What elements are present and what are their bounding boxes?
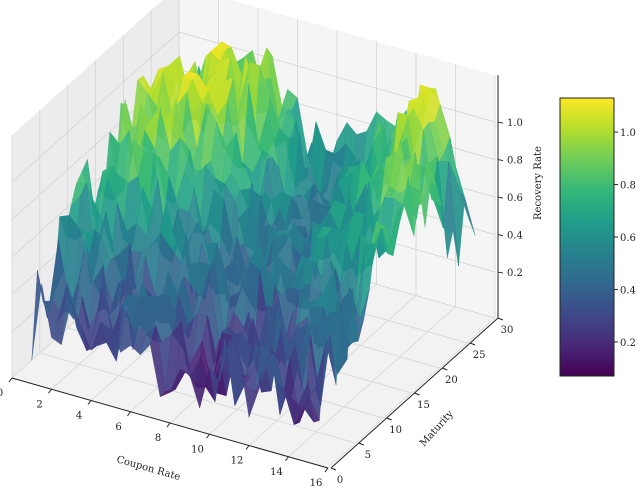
x-tick bbox=[206, 433, 210, 439]
z-tick bbox=[497, 121, 504, 124]
z-tick-label: 0.4 bbox=[507, 231, 523, 242]
x-tick-label: 8 bbox=[155, 433, 161, 444]
z-tick-label: 0.2 bbox=[507, 268, 523, 279]
y-tick bbox=[497, 317, 504, 321]
x-tick bbox=[285, 456, 289, 462]
z-axis-label: Recovery Rate bbox=[533, 146, 544, 220]
y-tick bbox=[386, 417, 392, 421]
x-tick bbox=[48, 388, 52, 394]
y-tick bbox=[358, 442, 365, 446]
y-tick bbox=[469, 342, 476, 346]
x-tick-label: 4 bbox=[76, 411, 82, 422]
x-axis-label: Coupon Rate bbox=[115, 454, 181, 483]
y-tick-label: 5 bbox=[365, 450, 371, 461]
surface-patch bbox=[298, 381, 314, 423]
y-tick-label: 15 bbox=[417, 400, 430, 411]
x-tick-label: 6 bbox=[115, 422, 121, 433]
gridline-z bbox=[11, 31, 496, 183]
colorbar-tick-label: 0.2 bbox=[620, 338, 636, 349]
z-tick bbox=[497, 234, 504, 237]
y-tick-label: 25 bbox=[473, 350, 486, 361]
x-tick-label: 16 bbox=[310, 478, 323, 489]
x-tick-label: 12 bbox=[231, 456, 244, 467]
x-tick bbox=[245, 445, 250, 450]
z-tick-label: 0.8 bbox=[507, 156, 523, 167]
y-axis-label: Maturity bbox=[418, 408, 456, 449]
x-tick-label: 10 bbox=[191, 444, 204, 455]
x-tick bbox=[87, 400, 92, 405]
z-tick bbox=[497, 159, 504, 162]
z-tick bbox=[497, 196, 504, 199]
colorbar-tick-label: 0.8 bbox=[620, 181, 636, 192]
x-tick bbox=[166, 422, 171, 428]
surface bbox=[31, 41, 476, 426]
x-tick bbox=[127, 411, 131, 417]
colorbar-ticks: 0.2 0.4 0.6 0.8 1.0 bbox=[614, 128, 636, 349]
y-tick bbox=[330, 467, 337, 471]
y-tick-label: 20 bbox=[445, 375, 458, 386]
z-tick-label: 0.6 bbox=[507, 193, 523, 204]
colorbar bbox=[559, 97, 615, 377]
y-tick-label: 10 bbox=[389, 425, 402, 436]
x-tick-label: 14 bbox=[270, 467, 283, 478]
z-tick bbox=[497, 271, 504, 274]
colorbar-tick-label: 0.4 bbox=[620, 285, 636, 296]
x-tick-label: 0 bbox=[0, 388, 3, 399]
colorbar-tick-label: 0.6 bbox=[620, 233, 636, 244]
axes: 0 2 4 6 8 10 12 14 16 0 5 10 15 20 25 30 0.2 0.4 0.6 0.8 1.0 bbox=[0, 75, 523, 489]
y-tick bbox=[414, 392, 420, 396]
x-tick bbox=[324, 467, 329, 473]
x-tick-label: 2 bbox=[36, 399, 42, 410]
y-tick-label: 30 bbox=[501, 325, 514, 336]
z-tick-label: 1.0 bbox=[507, 118, 523, 129]
x-tick bbox=[8, 377, 13, 383]
colorbar-tick-label: 1.0 bbox=[620, 128, 636, 139]
y-tick bbox=[442, 367, 448, 371]
y-tick-label: 0 bbox=[337, 475, 343, 486]
